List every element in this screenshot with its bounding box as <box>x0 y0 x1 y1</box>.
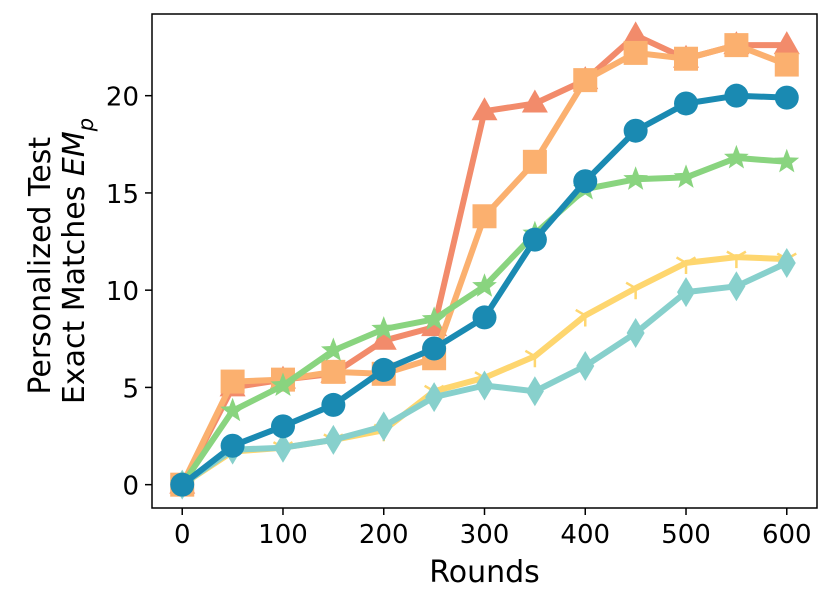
data-point-thin_diamond <box>324 424 343 455</box>
data-point-circle <box>674 91 699 116</box>
x-tick-label: 300 <box>460 520 510 550</box>
data-point-circle <box>623 118 648 143</box>
data-point-thin_diamond <box>475 370 494 401</box>
data-point-star <box>421 306 447 330</box>
data-point-tri_down <box>726 250 747 269</box>
data-point-star <box>220 397 245 422</box>
data-point-circle <box>371 357 396 382</box>
data-point-thin_diamond <box>273 432 292 463</box>
series-layer <box>169 21 800 500</box>
data-point-circle <box>170 472 195 497</box>
data-point-circle <box>774 85 799 110</box>
data-point-circle <box>270 414 295 439</box>
y-axis-label-line2: Exact Matches <box>57 186 92 405</box>
data-point-tri_down <box>625 281 646 300</box>
data-point-circle <box>321 392 346 417</box>
data-point-star <box>623 166 648 190</box>
y-tick-label: 20 <box>106 83 139 113</box>
data-point-thin_diamond <box>425 382 444 413</box>
data-point-square <box>220 369 245 394</box>
data-point-square <box>573 68 598 93</box>
x-tick-label: 200 <box>359 520 409 550</box>
y-tick-label: 10 <box>106 277 139 307</box>
data-point-star <box>321 337 346 361</box>
data-point-triangle <box>521 89 548 113</box>
data-point-square <box>674 46 699 71</box>
data-point-thin_diamond <box>374 411 393 442</box>
data-point-circle <box>522 227 547 252</box>
data-point-tri_down <box>524 349 546 368</box>
data-point-tri_down <box>675 256 697 274</box>
y-tick-label: 5 <box>122 374 139 404</box>
data-point-star <box>774 148 800 173</box>
data-point-circle <box>472 305 497 330</box>
data-point-square <box>623 40 648 65</box>
x-tick-label: 0 <box>174 520 191 550</box>
data-point-thin_diamond <box>727 271 746 302</box>
ticks-layer: 0 100 200 300 400 500 600 0 5 10 15 20 <box>106 83 812 550</box>
data-point-thin_diamond <box>626 317 645 348</box>
data-point-thin_diamond <box>777 247 796 278</box>
data-point-thin_diamond <box>525 376 544 407</box>
x-tick-label: 100 <box>258 520 308 550</box>
x-tick-label: 600 <box>762 520 812 550</box>
data-point-star <box>472 273 497 297</box>
y-tick-label: 15 <box>106 180 139 210</box>
data-point-square <box>472 204 497 229</box>
data-point-square <box>522 149 547 174</box>
x-tick-label: 500 <box>661 520 711 550</box>
data-point-star <box>371 316 397 340</box>
y-axis-label-subscript: p <box>74 118 98 132</box>
data-point-square <box>724 33 749 58</box>
series-5 <box>170 83 799 497</box>
y-axis-label-line1: Personalized Test <box>23 137 58 395</box>
data-point-triangle <box>471 97 498 121</box>
x-axis-label: Rounds <box>429 555 540 590</box>
data-point-circle <box>220 433 245 458</box>
y-tick-label: 0 <box>122 472 139 502</box>
series-0 <box>169 21 800 494</box>
data-point-triangle <box>773 31 800 55</box>
data-point-circle <box>724 83 749 108</box>
data-point-star <box>724 144 749 169</box>
y-axis-label: Personalized Test Exact Matches EMp <box>23 118 98 404</box>
data-point-circle <box>573 169 598 194</box>
data-point-square <box>321 359 346 384</box>
data-point-star <box>270 372 296 396</box>
y-axis-label-space <box>57 176 92 186</box>
data-point-square <box>774 52 799 77</box>
data-point-thin_diamond <box>576 351 595 382</box>
x-tick-label: 400 <box>560 520 610 550</box>
data-point-circle <box>422 336 447 361</box>
data-point-thin_diamond <box>677 277 696 308</box>
data-point-triangle <box>370 326 397 350</box>
data-point-star <box>673 164 699 188</box>
data-point-tri_down <box>575 308 596 327</box>
y-axis-label-symbol: EM <box>57 131 92 176</box>
data-point-triangle <box>622 21 649 45</box>
